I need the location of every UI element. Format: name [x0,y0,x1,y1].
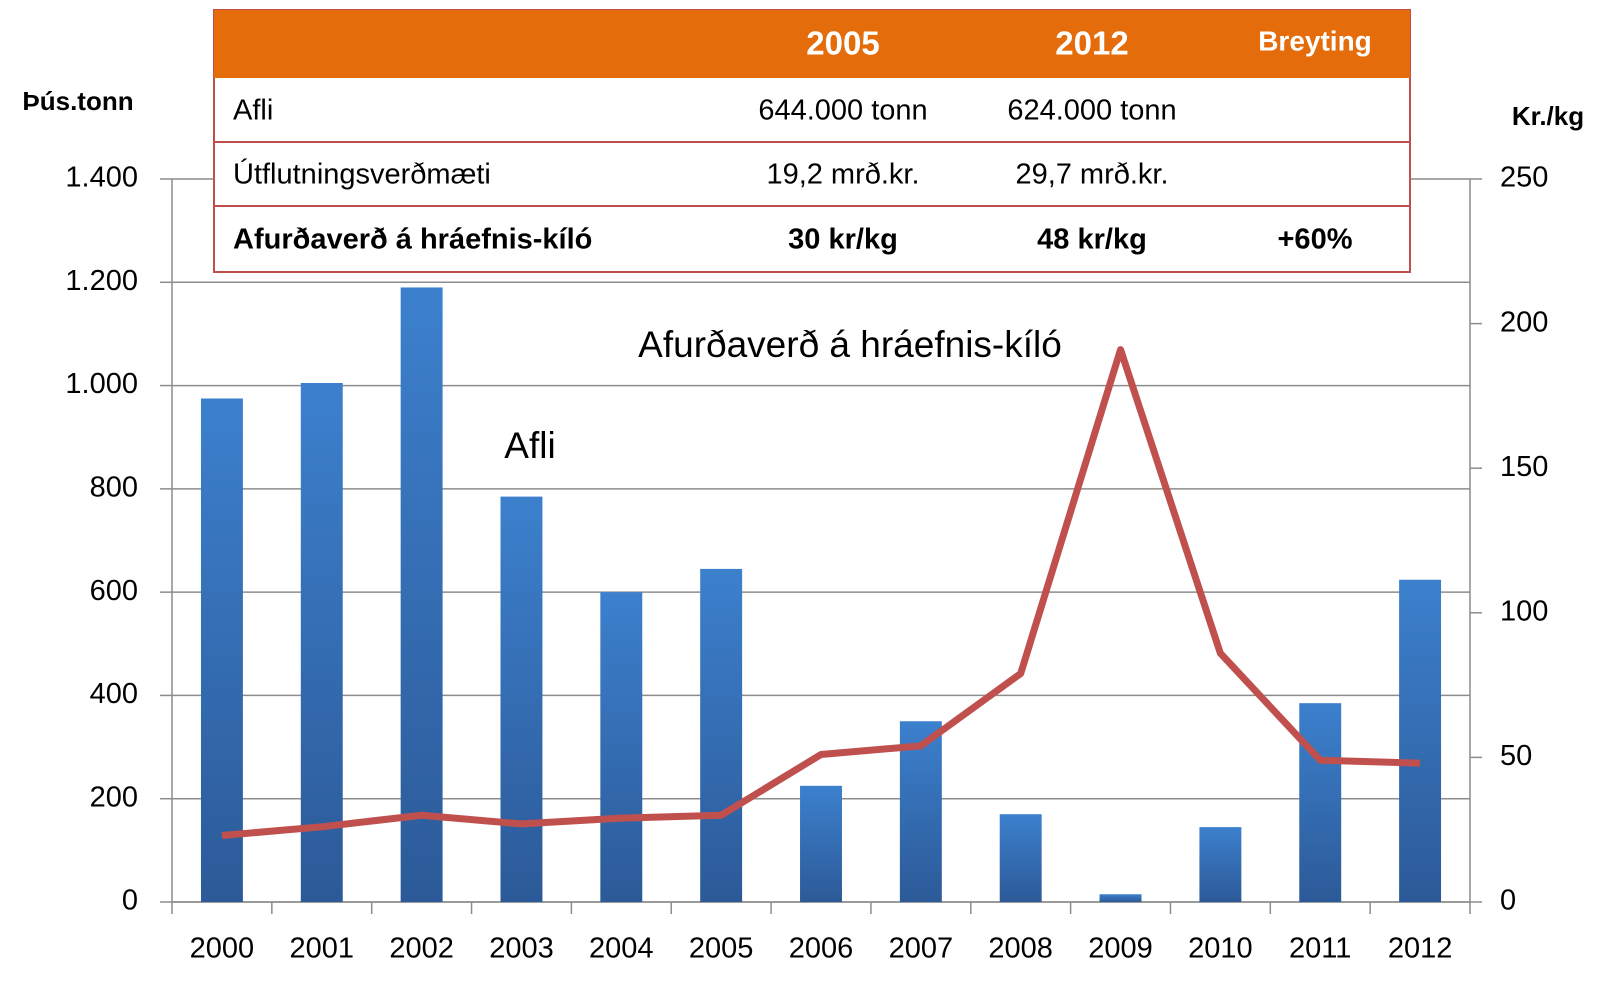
table-cell: 29,7 mrð.kr. [1015,159,1168,191]
bar [800,785,842,902]
table-cell: 48 kr/kg [1037,224,1147,256]
bar [300,382,343,903]
bar [899,721,942,902]
bar [1299,703,1342,902]
y-tick-label: 1.000 [65,368,138,400]
bar [999,814,1042,902]
table-cell: 30 kr/kg [788,224,898,256]
y-tick-label: 1.200 [65,265,138,297]
x-tick-label: 2012 [1388,933,1453,965]
bar [600,592,643,902]
y-tick-label: 200 [90,781,138,813]
table-cell: Afurðaverð á hráefnis-kíló [233,224,592,256]
y-axis-label: Þús.tonn [22,86,133,116]
bar [400,287,443,902]
bar [700,568,743,902]
x-tick-label: 2010 [1188,933,1253,965]
table-column-header: 2012 [1055,25,1128,62]
table-cell: Útflutningsverðmæti [233,158,491,191]
y2-tick-label: 50 [1500,740,1532,772]
table-cell: 624.000 tonn [1007,95,1176,127]
table-header [214,10,1410,78]
table-column-header: 2005 [806,25,879,62]
x-tick-label: 2009 [1088,933,1153,965]
y-tick-label: 800 [90,472,138,504]
table-cell: 19,2 mrð.kr. [766,159,919,191]
y2-tick-label: 0 [1500,885,1516,917]
bar [1399,579,1442,902]
y2-tick-label: 250 [1500,162,1548,194]
x-tick-label: 2001 [290,933,355,965]
y2-tick-label: 150 [1500,451,1548,483]
bar [1199,827,1242,902]
x-tick-label: 2011 [1289,933,1351,965]
x-tick-label: 2008 [988,933,1053,965]
bar [1099,894,1142,902]
x-tick-label: 2003 [489,933,554,965]
table-cell: +60% [1278,224,1353,256]
x-tick-label: 2000 [190,933,255,965]
series-label: Afurðaverð á hráefnis-kíló [638,324,1062,365]
x-tick-label: 2002 [389,933,454,965]
bar [200,398,243,902]
y-tick-label: 400 [90,678,138,710]
y2-tick-label: 100 [1500,595,1548,627]
table-cell: 644.000 tonn [758,95,927,127]
bar [500,496,543,902]
y-tick-label: 1.400 [65,162,138,194]
x-tick-label: 2006 [789,933,854,965]
y-tick-label: 600 [90,575,138,607]
series-label: Afli [504,425,555,466]
table-cell: Afli [233,95,273,127]
y-tick-label: 0 [122,885,138,917]
y2-axis-label: Kr./kg [1512,101,1584,131]
line [221,346,1421,839]
x-tick-label: 2005 [689,933,754,965]
x-tick-label: 2004 [589,933,654,965]
x-tick-label: 2007 [889,933,954,965]
y2-tick-label: 200 [1500,306,1548,338]
table-column-header: Breyting [1258,25,1372,56]
